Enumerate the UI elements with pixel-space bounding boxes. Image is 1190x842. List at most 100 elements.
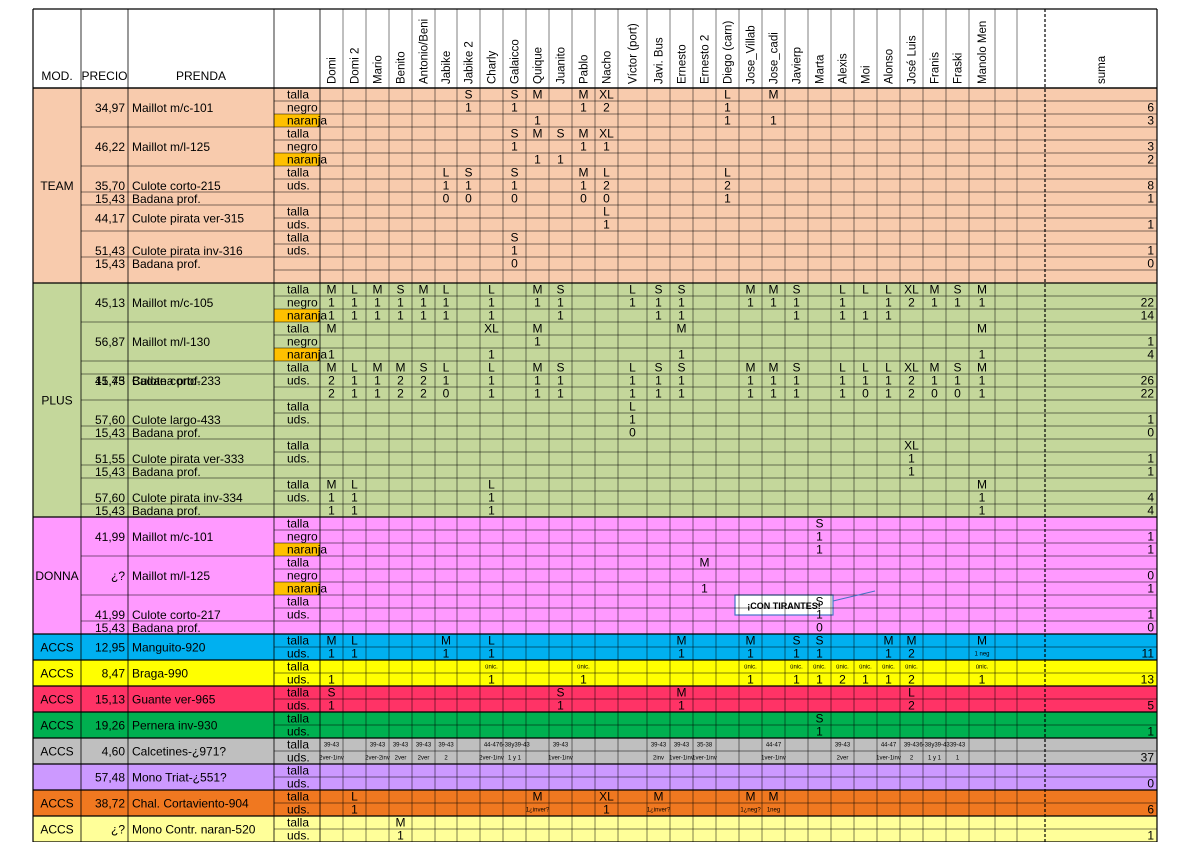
cell-value: 1 — [420, 296, 427, 310]
cell-value: 2ver-2inv — [365, 756, 390, 762]
cell-value: 39-43 — [950, 743, 966, 749]
cell-value: 1 — [885, 647, 892, 661]
cell-value: L — [885, 283, 892, 297]
row-label: talla — [287, 322, 309, 336]
person-name: Ernesto — [677, 44, 689, 84]
cell-value: 1 — [793, 374, 800, 388]
cell-value: S — [815, 595, 823, 609]
cell-value: L — [908, 686, 915, 700]
cell-value: 1 — [534, 335, 541, 349]
group-label: ACCS — [40, 693, 73, 707]
cell-value: 1 — [443, 296, 450, 310]
person-name: Alonso — [884, 49, 896, 84]
cell-value: 39-43 — [370, 743, 386, 749]
row-sum: 3 — [1147, 140, 1154, 154]
cell-value: 1 — [603, 140, 610, 154]
cell-value: L — [603, 166, 610, 180]
cell-value: 1 — [511, 244, 518, 258]
product-name: Maillot m/c-101 — [132, 530, 214, 544]
cell-value: 1 — [351, 803, 358, 817]
cell-value: 1 — [678, 374, 685, 388]
cell-value: S — [510, 88, 518, 102]
cell-value: 1 — [793, 673, 800, 687]
cell-value: 1 — [839, 309, 846, 323]
group-label: ACCS — [40, 797, 73, 811]
cell-value: 1 y 1 — [508, 756, 522, 762]
cell-value: S — [464, 166, 472, 180]
cell-value: S — [953, 283, 961, 297]
cell-value: 1 — [443, 374, 450, 388]
cell-value: 1 — [979, 348, 986, 362]
cell-value: 1 — [793, 296, 800, 310]
row-sum: 1 — [1147, 725, 1154, 739]
cell-value: 1 — [488, 504, 495, 518]
row-label: uds. — [287, 491, 310, 505]
person-name: Benito — [396, 51, 408, 84]
cell-value: 2 — [910, 756, 914, 762]
cell-value: 1 — [557, 699, 564, 713]
cell-value: 1 — [511, 140, 518, 154]
row-label: naranja — [287, 348, 327, 362]
cell-value: 1 — [580, 673, 587, 687]
cell-value: 1 — [678, 348, 685, 362]
cell-value: M — [533, 322, 543, 336]
product-price: 41,99 — [95, 530, 125, 544]
cell-value: M — [327, 478, 337, 492]
product-price: 15,43 — [95, 192, 125, 206]
cell-value: S — [815, 634, 823, 648]
row-sum: 0 — [1147, 621, 1154, 635]
cell-value: M — [677, 634, 687, 648]
cell-value: M — [769, 361, 779, 375]
product-price: 57,60 — [95, 413, 125, 427]
cell-value: 1 — [511, 179, 518, 193]
cell-value: M — [769, 790, 779, 804]
cell-value: 1 — [701, 582, 708, 596]
cell-value: 1 — [770, 374, 777, 388]
cell-value: 1 — [770, 114, 777, 128]
cell-value: 1 — [885, 387, 892, 401]
cell-value: S — [815, 517, 823, 531]
cell-value: M — [700, 556, 710, 570]
cell-value: M — [533, 283, 543, 297]
cell-value: XL — [599, 790, 614, 804]
cell-value: 1 — [603, 218, 610, 232]
cell-value: 1 — [328, 296, 335, 310]
cell-value: L — [839, 283, 846, 297]
cell-value: 0 — [465, 192, 472, 206]
product-name: Badana prof. — [132, 465, 201, 479]
cell-value: S — [327, 686, 335, 700]
cell-value: 1 — [979, 673, 986, 687]
cell-value: 1 — [580, 140, 587, 154]
cell-value: M — [677, 322, 687, 336]
row-sum: 1 — [1147, 218, 1154, 232]
cell-value: 1 — [534, 114, 541, 128]
cell-value: 1 — [931, 374, 938, 388]
cell-value: 39-43 — [553, 743, 569, 749]
cell-value: 1 — [580, 101, 587, 115]
cell-texts: MOD. PRECIO PRENDA Domi Domi 2 Mario Benito Ant… — [35, 19, 1154, 842]
person-name: Jose_cadi — [769, 32, 781, 84]
cell-value: L — [629, 283, 636, 297]
product-name: Culote largo-433 — [132, 413, 221, 427]
row-label: talla — [287, 686, 309, 700]
cell-value: únic. — [577, 665, 590, 671]
cell-value: 2 — [724, 179, 731, 193]
cell-value: S — [556, 686, 564, 700]
cell-value: M — [654, 790, 664, 804]
row-sum: 1 — [1147, 192, 1154, 206]
callout-text: ¡CON TIRANTES! — [747, 601, 821, 611]
cell-value: M — [373, 361, 383, 375]
product-price: 46,22 — [95, 140, 125, 154]
product-name: Maillot m/l-125 — [132, 569, 210, 583]
cell-value: 2 — [908, 387, 915, 401]
cell-value: 1 — [488, 348, 495, 362]
cell-value: L — [443, 166, 450, 180]
product-name: Badana prof. — [132, 257, 201, 271]
cell-value: 1 — [954, 374, 961, 388]
row-sum: 22 — [1141, 387, 1155, 401]
cell-value: únic. — [905, 665, 918, 671]
cell-value: 1ver-1inv — [669, 756, 694, 762]
row-sum: 1 — [1147, 465, 1154, 479]
cell-value: 1 — [488, 374, 495, 388]
cell-value: 1 — [862, 309, 869, 323]
